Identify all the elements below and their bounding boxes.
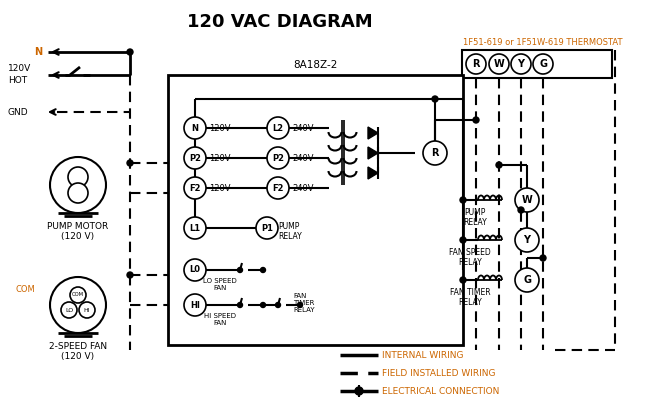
Text: 120V: 120V [209, 153, 230, 163]
Text: G: G [539, 59, 547, 69]
Text: 120V: 120V [209, 184, 230, 192]
Text: 2-SPEED FAN
(120 V): 2-SPEED FAN (120 V) [49, 342, 107, 362]
Circle shape [79, 302, 95, 318]
Circle shape [496, 162, 502, 168]
Text: W: W [494, 59, 505, 69]
Text: PUMP MOTOR
(120 V): PUMP MOTOR (120 V) [48, 222, 109, 241]
Text: PUMP
RELAY: PUMP RELAY [463, 208, 487, 228]
Text: Y: Y [517, 59, 525, 69]
Circle shape [540, 255, 546, 261]
Circle shape [237, 267, 243, 272]
Circle shape [466, 54, 486, 74]
Circle shape [184, 294, 206, 316]
Bar [462, 50, 612, 78]
Text: 240V: 240V [292, 153, 314, 163]
Text: PUMP
RELAY: PUMP RELAY [278, 222, 302, 241]
Circle shape [127, 272, 133, 278]
Text: COM: COM [72, 292, 84, 297]
Circle shape [297, 303, 302, 308]
Text: F2: F2 [189, 184, 201, 192]
Circle shape [127, 49, 133, 55]
Text: HI: HI [190, 300, 200, 310]
Text: W: W [522, 195, 533, 205]
Text: GND: GND [8, 108, 29, 116]
Circle shape [184, 117, 206, 139]
Circle shape [127, 160, 133, 166]
Circle shape [355, 387, 363, 395]
Text: FAN SPEED
RELAY: FAN SPEED RELAY [449, 248, 491, 267]
Circle shape [61, 302, 77, 318]
Text: FAN TIMER
RELAY: FAN TIMER RELAY [450, 288, 490, 308]
Circle shape [460, 197, 466, 203]
Circle shape [267, 117, 289, 139]
Circle shape [511, 54, 531, 74]
Circle shape [184, 259, 206, 281]
Text: 1F51-619 or 1F51W-619 THERMOSTAT: 1F51-619 or 1F51W-619 THERMOSTAT [463, 37, 622, 47]
Text: L2: L2 [273, 124, 283, 132]
Text: L1: L1 [190, 223, 200, 233]
Bar [168, 75, 463, 345]
Text: P2: P2 [189, 153, 201, 163]
Circle shape [261, 303, 265, 308]
Polygon shape [368, 167, 378, 179]
Polygon shape [368, 147, 378, 159]
Text: FAN
TIMER
RELAY: FAN TIMER RELAY [293, 293, 315, 313]
Circle shape [184, 217, 206, 239]
Text: HOT: HOT [8, 75, 27, 85]
Circle shape [460, 277, 466, 283]
Circle shape [184, 147, 206, 169]
Circle shape [237, 303, 243, 308]
Text: N: N [34, 47, 42, 57]
Text: G: G [523, 275, 531, 285]
Text: N: N [192, 124, 198, 132]
Text: ELECTRICAL CONNECTION: ELECTRICAL CONNECTION [382, 386, 499, 396]
Circle shape [533, 54, 553, 74]
Circle shape [256, 217, 278, 239]
Circle shape [275, 303, 281, 308]
Circle shape [515, 188, 539, 212]
Circle shape [68, 167, 88, 187]
Circle shape [267, 177, 289, 199]
Text: L0: L0 [190, 266, 200, 274]
Text: HI: HI [84, 308, 90, 313]
Text: 120V: 120V [209, 124, 230, 132]
Text: P2: P2 [272, 153, 284, 163]
Text: INTERNAL WIRING: INTERNAL WIRING [382, 351, 464, 360]
Text: 240V: 240V [292, 124, 314, 132]
Text: P1: P1 [261, 223, 273, 233]
Text: 120 VAC DIAGRAM: 120 VAC DIAGRAM [187, 13, 373, 31]
Text: LO: LO [65, 308, 73, 313]
Polygon shape [368, 127, 378, 139]
Circle shape [518, 207, 524, 213]
Circle shape [460, 237, 466, 243]
Circle shape [515, 268, 539, 292]
Circle shape [261, 267, 265, 272]
Circle shape [184, 177, 206, 199]
Circle shape [423, 141, 447, 165]
Text: HI SPEED
FAN: HI SPEED FAN [204, 313, 236, 326]
Circle shape [50, 157, 106, 213]
Circle shape [473, 117, 479, 123]
Text: FIELD INSTALLED WIRING: FIELD INSTALLED WIRING [382, 368, 496, 378]
Text: F2: F2 [272, 184, 284, 192]
Circle shape [68, 183, 88, 203]
Text: 240V: 240V [292, 184, 314, 192]
Circle shape [515, 228, 539, 252]
Circle shape [267, 147, 289, 169]
Text: 120V: 120V [8, 64, 31, 72]
Text: R: R [472, 59, 480, 69]
Circle shape [50, 277, 106, 333]
Circle shape [432, 96, 438, 102]
Text: R: R [431, 148, 439, 158]
Text: Y: Y [523, 235, 531, 245]
Circle shape [70, 287, 86, 303]
Text: 8A18Z-2: 8A18Z-2 [293, 60, 338, 70]
Circle shape [489, 54, 509, 74]
Text: LO SPEED
FAN: LO SPEED FAN [203, 278, 237, 291]
Text: COM: COM [15, 285, 35, 295]
